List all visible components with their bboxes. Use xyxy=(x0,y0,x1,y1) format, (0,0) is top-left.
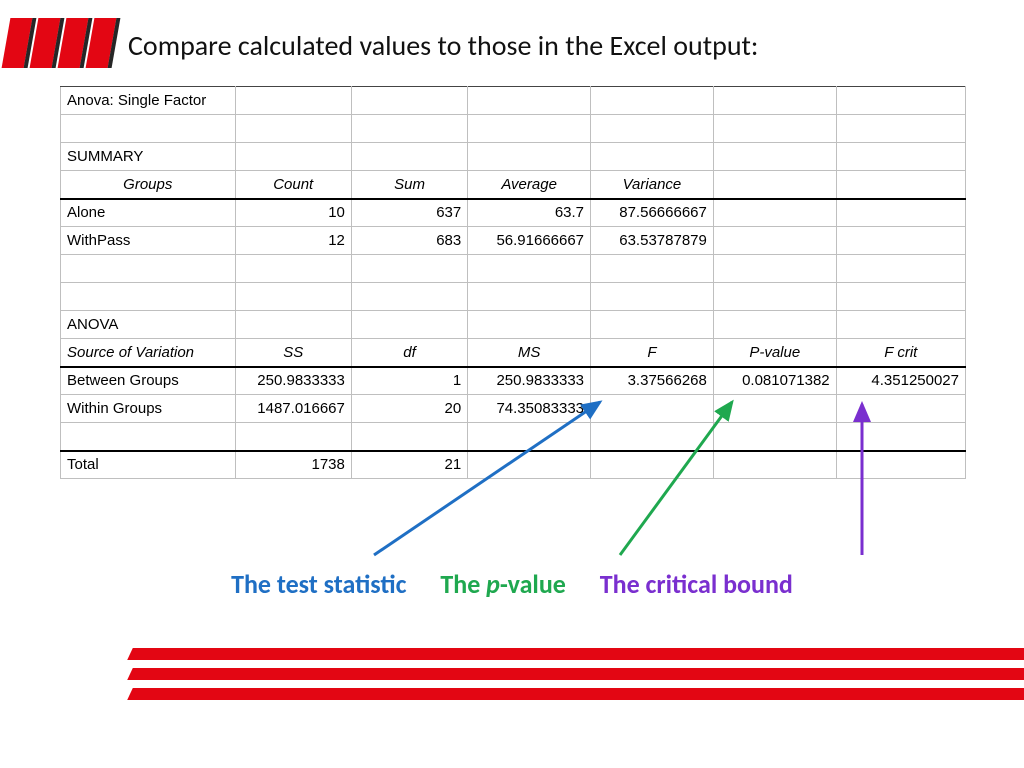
hdr-variance: Variance xyxy=(591,171,714,199)
row-within-groups: Within Groups 1487.016667 20 74.35083333 xyxy=(61,395,966,423)
cell-between-f: 3.37566268 xyxy=(591,367,714,395)
slide: Compare calculated values to those in th… xyxy=(0,0,1024,768)
cell-summary-label: SUMMARY xyxy=(61,143,236,171)
footer-red-stripes xyxy=(130,648,1024,708)
cell-group-withpass: WithPass xyxy=(61,227,236,255)
hdr-sov: Source of Variation xyxy=(61,339,236,367)
label-p-value: The p-value xyxy=(440,568,565,600)
label-test-statistic: The test statistic xyxy=(231,568,406,600)
row-anova-section: ANOVA xyxy=(61,311,966,339)
row-summary-alone: Alone 10 637 63.7 87.56666667 xyxy=(61,199,966,227)
cell-between-label: Between Groups xyxy=(61,367,236,395)
hdr-count: Count xyxy=(235,171,351,199)
cell-withpass-average: 56.91666667 xyxy=(468,227,591,255)
cell-total-ss: 1738 xyxy=(235,451,351,479)
row-blank-3 xyxy=(61,283,966,311)
cell-alone-sum: 637 xyxy=(351,199,467,227)
cell-alone-average: 63.7 xyxy=(468,199,591,227)
cell-within-df: 20 xyxy=(351,395,467,423)
hdr-average: Average xyxy=(468,171,591,199)
hdr-fcrit: F crit xyxy=(836,339,965,367)
label-critical-bound: The critical bound xyxy=(600,568,793,600)
row-summary-label: SUMMARY xyxy=(61,143,966,171)
row-between-groups: Between Groups 250.9833333 1 250.9833333… xyxy=(61,367,966,395)
cell-between-fcrit: 4.351250027 xyxy=(836,367,965,395)
hdr-df: df xyxy=(351,339,467,367)
cell-between-pvalue: 0.081071382 xyxy=(713,367,836,395)
cell-anova-section: ANOVA xyxy=(61,311,236,339)
row-summary-headers: Groups Count Sum Average Variance xyxy=(61,171,966,199)
hdr-groups: Groups xyxy=(61,171,236,199)
cell-between-ms: 250.9833333 xyxy=(468,367,591,395)
hdr-f: F xyxy=(591,339,714,367)
row-total: Total 1738 21 xyxy=(61,451,966,479)
cell-between-ss: 250.9833333 xyxy=(235,367,351,395)
cell-withpass-sum: 683 xyxy=(351,227,467,255)
logo-red-bars xyxy=(0,18,115,68)
cell-total-df: 21 xyxy=(351,451,467,479)
row-anova-title: Anova: Single Factor xyxy=(61,87,966,115)
cell-alone-count: 10 xyxy=(235,199,351,227)
cell-withpass-count: 12 xyxy=(235,227,351,255)
cell-anova-title: Anova: Single Factor xyxy=(61,87,236,115)
row-blank-4 xyxy=(61,423,966,451)
cell-total-label: Total xyxy=(61,451,236,479)
row-blank-2 xyxy=(61,255,966,283)
cell-alone-variance: 87.56666667 xyxy=(591,199,714,227)
cell-within-ss: 1487.016667 xyxy=(235,395,351,423)
annotation-labels: The test statistic The p-value The criti… xyxy=(0,568,1024,600)
row-summary-withpass: WithPass 12 683 56.91666667 63.53787879 xyxy=(61,227,966,255)
cell-withpass-variance: 63.53787879 xyxy=(591,227,714,255)
cell-between-df: 1 xyxy=(351,367,467,395)
cell-within-ms: 74.35083333 xyxy=(468,395,591,423)
hdr-sum: Sum xyxy=(351,171,467,199)
hdr-ss: SS xyxy=(235,339,351,367)
hdr-ms: MS xyxy=(468,339,591,367)
hdr-pvalue: P-value xyxy=(713,339,836,367)
row-anova-headers: Source of Variation SS df MS F P-value F… xyxy=(61,339,966,367)
row-blank-1 xyxy=(61,115,966,143)
cell-within-label: Within Groups xyxy=(61,395,236,423)
anova-table: Anova: Single Factor SUMMARY Groups Coun… xyxy=(60,86,966,479)
slide-title: Compare calculated values to those in th… xyxy=(128,28,758,63)
cell-group-alone: Alone xyxy=(61,199,236,227)
